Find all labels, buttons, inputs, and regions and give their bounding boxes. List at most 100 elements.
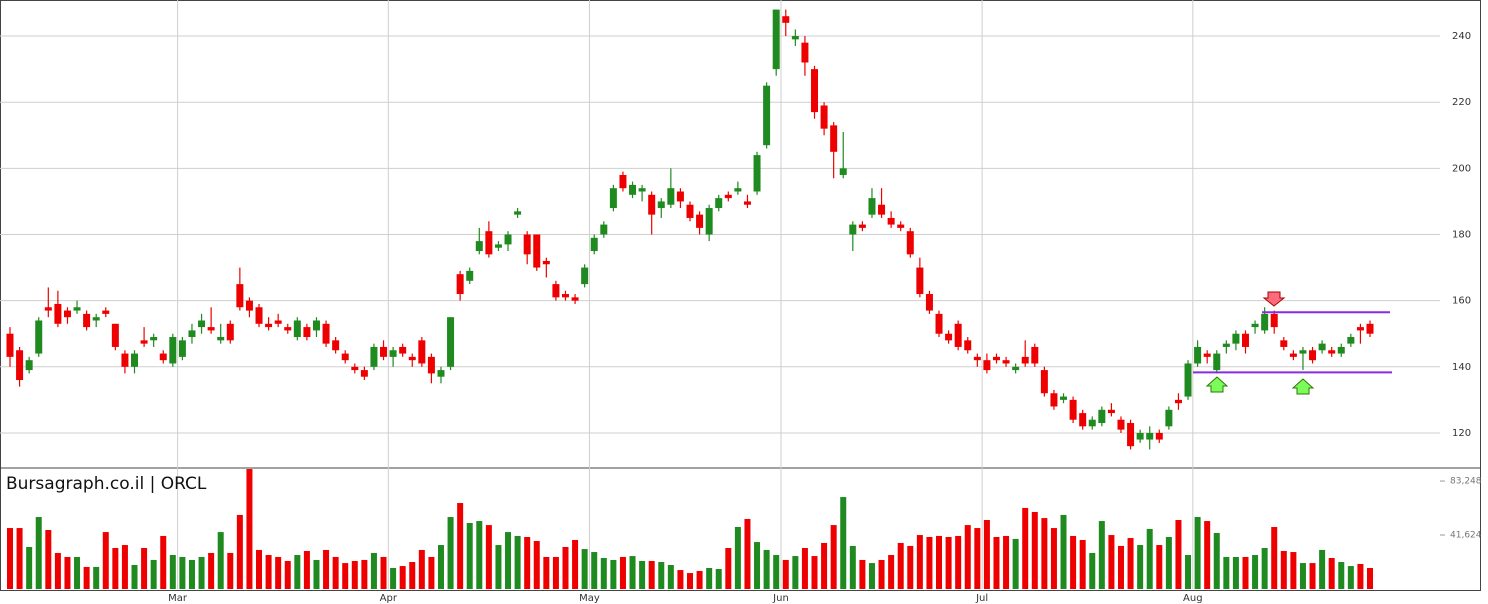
candle-body [858,224,866,228]
volume-bar [26,546,33,589]
volume-bar [926,536,933,589]
volume-bar [1271,527,1278,589]
candle-body [696,214,704,228]
candle-body [1270,313,1278,328]
candle-body [255,307,263,324]
x-tick-label: Jul [975,593,988,604]
volume-bar [141,548,148,589]
volume-bar [974,528,981,589]
volume-bar [936,535,943,589]
candle-body [6,333,14,357]
volume-bar [754,542,761,589]
candle-body [571,297,579,301]
volume-bar [1328,558,1335,589]
volume-bar [1060,514,1067,589]
volume-bar [734,527,741,589]
volume-bar [629,556,636,589]
candle-body [542,260,550,265]
candle-body [322,323,330,344]
candle-body [150,337,158,341]
volume-bar [323,549,330,589]
candle-body [1050,393,1058,407]
candle-body [341,353,349,361]
volume-bar [7,528,13,589]
candle-body [102,310,110,314]
volume-bar [1165,536,1172,589]
volume-bar [466,522,473,589]
candle-body [1289,353,1297,357]
candle-body [44,307,52,311]
volume-bar [993,536,1000,589]
volume-bar [639,560,646,589]
candle-body [552,284,560,298]
x-tick-label: Jun [772,593,789,604]
volume-bar [399,566,406,589]
candle-body [54,303,62,324]
volume-bar [457,503,464,589]
candle-body [1021,356,1029,364]
candle-body [561,294,569,298]
candle-body [188,330,196,338]
candle-body [897,224,905,228]
candle-body [284,327,292,331]
volume-bar [782,559,789,589]
candle-body [399,346,407,354]
candle-body [303,327,311,338]
candle-body [198,320,206,328]
volume-bar [1213,532,1220,589]
volume-bar [236,514,243,589]
x-tick-label: Aug [1183,593,1203,604]
y-tick-label: 240 [1452,31,1471,42]
candle-body [1366,323,1374,334]
volume-bar [1156,545,1163,589]
candle-body [111,323,119,347]
volume-bar [1127,538,1134,589]
candle-body [1136,432,1144,440]
buy-arrow [1205,376,1229,393]
volume-bar [1367,567,1373,589]
volume-bar [543,556,550,589]
volume-bar [983,520,990,589]
volume-bar [725,548,732,589]
candle-body [1098,409,1106,424]
y-tick-label: 200 [1452,163,1471,174]
candle-body [629,184,637,195]
volume-bar [1175,520,1182,589]
candle-body [73,307,81,311]
volume-bar [1194,517,1201,589]
candle-body [514,211,522,215]
candle-body [887,217,895,225]
volume-bar [16,528,23,589]
candle-body [868,198,876,215]
candle-body [1174,399,1182,404]
candle-body [265,323,273,328]
volume-bar [1117,545,1124,589]
volume-bar [64,556,71,589]
candle-body [1088,419,1096,427]
volume-bar [294,555,301,589]
candle-body [925,294,933,311]
candle-body [609,188,617,209]
candle-body [245,300,253,311]
volume-bar [658,562,665,589]
candle-body [360,370,368,377]
candle-body [1261,313,1269,331]
candle-body [1194,346,1202,364]
candle-body [724,194,732,199]
candle-body [351,366,359,371]
volume-bar [514,535,521,589]
y-tick-label: 160 [1452,296,1471,307]
volume-bar [418,549,425,589]
candle-body [92,317,100,321]
candle-body [1213,353,1221,371]
candle-body [293,320,301,338]
volume-bar [208,552,215,589]
candle-body [686,204,694,218]
volume-bar [179,556,186,589]
volume-bar [801,548,808,589]
volume-bar [485,525,492,589]
volume-bar [1137,545,1144,589]
volume-bar [351,560,358,589]
volume-bar [1070,535,1077,589]
candle-body [1127,423,1135,447]
